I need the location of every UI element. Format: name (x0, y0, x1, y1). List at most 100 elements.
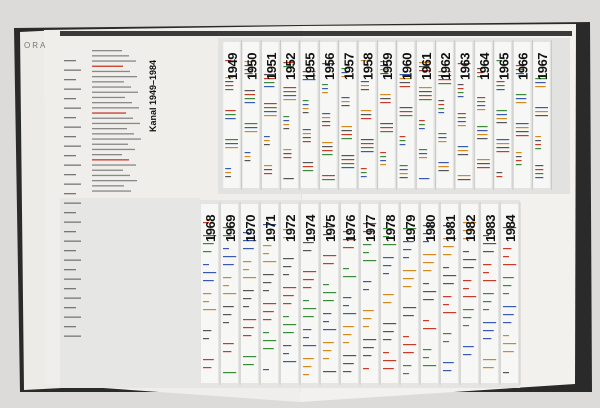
entry-line (535, 177, 544, 179)
year-column (417, 42, 434, 188)
entry-line (383, 273, 389, 275)
year-label: 1982 (463, 215, 478, 242)
entry-line (535, 107, 549, 109)
entry-line (418, 124, 425, 126)
entry-line (515, 69, 524, 71)
entry-line (503, 277, 514, 279)
entry-line (477, 163, 490, 165)
entry-line (496, 139, 510, 141)
entry-line (283, 178, 294, 180)
entry-line (363, 347, 374, 349)
entry-line (423, 365, 437, 367)
entry-line (503, 248, 512, 250)
entry-line (283, 287, 297, 289)
entry-line (243, 298, 252, 300)
text-line (64, 164, 81, 166)
entry-line (243, 240, 257, 242)
entry-line (399, 144, 406, 146)
entry-line (244, 65, 253, 67)
entry-line (203, 235, 217, 237)
entry-line (423, 291, 437, 293)
entry-line (443, 296, 452, 298)
entry-line (380, 123, 394, 125)
entry-line (243, 319, 257, 321)
entry-line (483, 301, 492, 303)
entry-line (483, 367, 494, 369)
entry-line (283, 295, 294, 297)
entry-line (380, 160, 387, 162)
entry-line (283, 87, 297, 89)
text-line (92, 76, 137, 78)
entry-line (203, 330, 212, 332)
entry-line (503, 351, 514, 353)
entry-line (343, 371, 352, 373)
entry-line (323, 255, 337, 257)
year-column (261, 204, 278, 383)
year-label: 1966 (516, 53, 531, 80)
entry-line (535, 169, 544, 171)
entry-line (322, 150, 333, 152)
entry-line (535, 78, 546, 80)
text-line (64, 126, 81, 128)
entry-line (263, 369, 269, 371)
entry-line (399, 173, 408, 175)
section-label: Kanal 1949–1984 (148, 60, 158, 132)
entry-line (383, 368, 394, 370)
text-line (92, 138, 141, 140)
entry-line (243, 269, 249, 271)
entry-line (457, 117, 466, 119)
entry-line (302, 104, 309, 106)
entry-line (503, 314, 514, 316)
text-line (64, 202, 81, 204)
entry-line (302, 129, 311, 131)
year-column (301, 204, 318, 383)
text-line (64, 278, 81, 280)
entry-line (496, 110, 507, 112)
text-line (64, 183, 81, 185)
entry-line (403, 365, 412, 367)
entry-line (360, 143, 374, 145)
entry-line (503, 293, 509, 295)
entry-line (496, 147, 510, 149)
entry-line (463, 267, 474, 269)
entry-line (243, 306, 249, 308)
entry-line (535, 115, 549, 117)
text-line (92, 86, 131, 88)
entry-line (363, 326, 369, 328)
entry-line (203, 359, 214, 361)
text-line (92, 143, 128, 145)
entry-line (322, 88, 328, 90)
entry-line (263, 261, 277, 263)
entry-line (323, 226, 334, 228)
entry-line (283, 229, 292, 231)
entry-line (283, 274, 289, 276)
entry-line (443, 333, 452, 335)
text-line (92, 65, 123, 67)
entry-line (403, 307, 417, 309)
entry-line (383, 352, 389, 354)
year-label: 1977 (363, 215, 378, 242)
entry-line (483, 243, 497, 245)
entry-line (302, 112, 309, 114)
year-label: 1964 (477, 52, 492, 80)
entry-line (496, 172, 503, 174)
entry-line (244, 152, 251, 154)
entry-line (302, 170, 314, 172)
entry-line (322, 175, 335, 177)
entry-line (438, 108, 445, 110)
entry-line (243, 327, 254, 329)
entry-line (360, 176, 367, 178)
entry-line (418, 62, 430, 64)
entry-line (323, 292, 337, 294)
entry-line (363, 355, 372, 357)
entry-line (343, 268, 349, 270)
entry-line (515, 94, 527, 96)
entry-line (535, 165, 544, 167)
entry-line (343, 305, 349, 307)
entry-line (483, 322, 497, 324)
entry-line (223, 235, 232, 237)
entry-line (515, 160, 522, 162)
entry-line (322, 154, 333, 156)
text-line (92, 117, 133, 119)
entry-line (457, 92, 464, 94)
